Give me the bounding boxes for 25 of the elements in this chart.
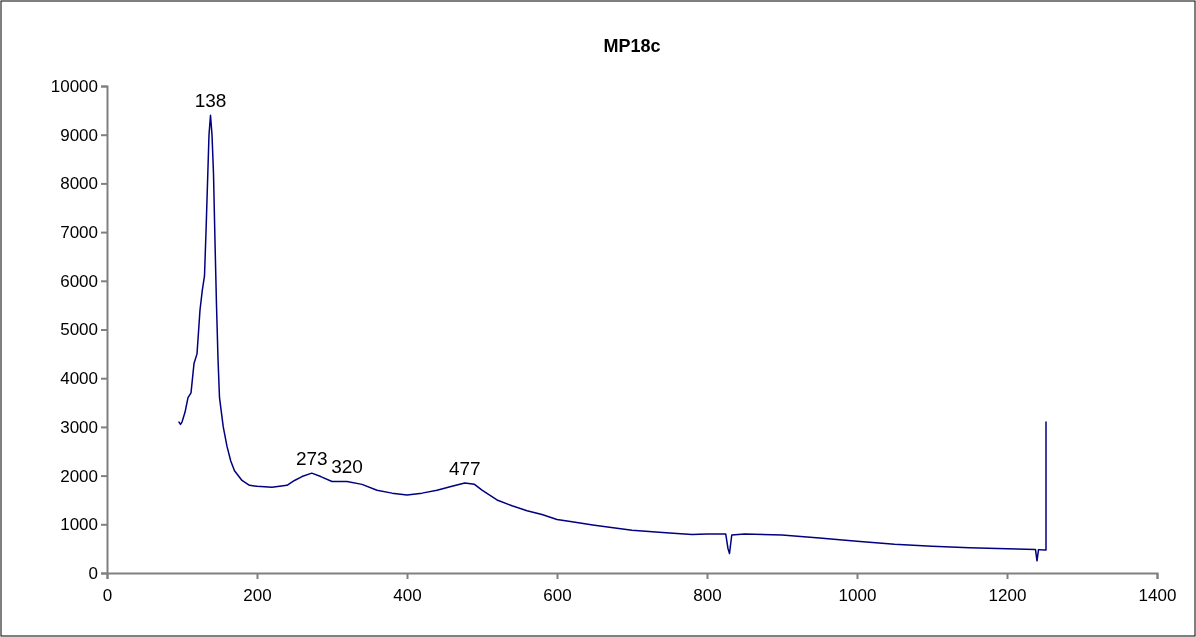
y-tick-label: 6000 xyxy=(60,271,98,291)
y-tick-label: 9000 xyxy=(60,125,98,145)
y-tick-label: 7000 xyxy=(60,223,98,243)
line-series xyxy=(178,114,1047,562)
x-tick-label: 1200 xyxy=(988,585,1027,605)
x-tick-label: 400 xyxy=(393,585,422,605)
x-tick-label: 200 xyxy=(243,585,272,605)
annotation: 320 xyxy=(331,456,363,478)
y-tick-label: 10000 xyxy=(50,76,98,96)
annotation: 273 xyxy=(295,448,328,470)
y-tick-label: 3000 xyxy=(60,417,98,437)
y-tick-label: 0 xyxy=(88,563,98,583)
y-tick-label: 2000 xyxy=(60,466,98,486)
chart-title: MP18c xyxy=(603,36,661,56)
annotation: 138 xyxy=(194,90,227,112)
x-tick-label: 1000 xyxy=(838,585,877,605)
x-tick-label: 800 xyxy=(693,585,722,605)
y-tick-label: 4000 xyxy=(60,369,98,389)
y-tick-label: 1000 xyxy=(60,515,98,535)
y-tick-label: 8000 xyxy=(60,174,98,194)
x-tick-label: 600 xyxy=(543,585,572,605)
x-tick-label: 0 xyxy=(102,585,113,605)
x-tick-label: 1400 xyxy=(1138,585,1177,605)
annotation: 477 xyxy=(448,457,481,479)
y-tick-label: 5000 xyxy=(60,320,98,340)
